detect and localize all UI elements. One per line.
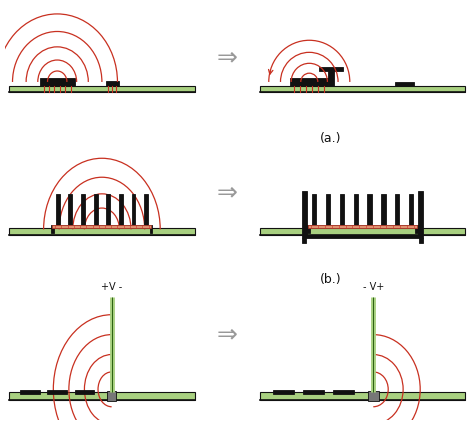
Polygon shape	[40, 79, 75, 87]
Polygon shape	[9, 229, 195, 235]
Polygon shape	[394, 82, 414, 87]
Polygon shape	[303, 390, 324, 394]
Polygon shape	[308, 226, 417, 228]
Polygon shape	[132, 194, 136, 225]
Polygon shape	[107, 391, 117, 401]
Polygon shape	[326, 194, 330, 225]
Polygon shape	[302, 191, 307, 235]
Polygon shape	[144, 194, 148, 225]
Polygon shape	[419, 239, 423, 244]
Polygon shape	[68, 194, 72, 225]
Polygon shape	[20, 390, 40, 394]
Polygon shape	[106, 81, 119, 87]
Polygon shape	[307, 225, 418, 229]
Text: +V -: +V -	[101, 282, 122, 291]
Polygon shape	[302, 239, 306, 244]
Text: ⇒: ⇒	[217, 322, 238, 346]
Polygon shape	[273, 390, 294, 394]
Polygon shape	[81, 194, 85, 225]
Polygon shape	[354, 194, 358, 225]
Polygon shape	[418, 191, 423, 235]
Text: (a.): (a.)	[320, 131, 341, 145]
Polygon shape	[9, 87, 195, 93]
Polygon shape	[47, 390, 67, 394]
Polygon shape	[260, 392, 465, 400]
Polygon shape	[75, 390, 94, 394]
Polygon shape	[56, 194, 60, 225]
Polygon shape	[51, 225, 153, 229]
Polygon shape	[9, 392, 195, 400]
Polygon shape	[368, 391, 379, 401]
Text: (b.): (b.)	[320, 272, 341, 286]
Polygon shape	[260, 87, 465, 93]
Polygon shape	[333, 390, 354, 394]
Polygon shape	[119, 194, 123, 225]
Polygon shape	[319, 67, 343, 72]
Polygon shape	[415, 229, 418, 234]
Polygon shape	[381, 194, 385, 225]
Polygon shape	[312, 194, 316, 225]
Polygon shape	[260, 229, 465, 235]
Polygon shape	[290, 79, 328, 87]
Polygon shape	[367, 194, 372, 225]
Polygon shape	[52, 226, 152, 228]
Text: ⇒: ⇒	[217, 45, 238, 69]
Polygon shape	[94, 194, 98, 225]
Polygon shape	[307, 229, 310, 234]
Text: ⇒: ⇒	[217, 180, 238, 204]
Text: - V+: - V+	[363, 282, 384, 291]
Polygon shape	[409, 194, 413, 225]
Polygon shape	[395, 194, 400, 225]
Polygon shape	[302, 235, 423, 239]
Polygon shape	[51, 229, 55, 234]
Polygon shape	[106, 194, 110, 225]
Polygon shape	[328, 72, 334, 87]
Polygon shape	[149, 229, 153, 234]
Polygon shape	[340, 194, 344, 225]
